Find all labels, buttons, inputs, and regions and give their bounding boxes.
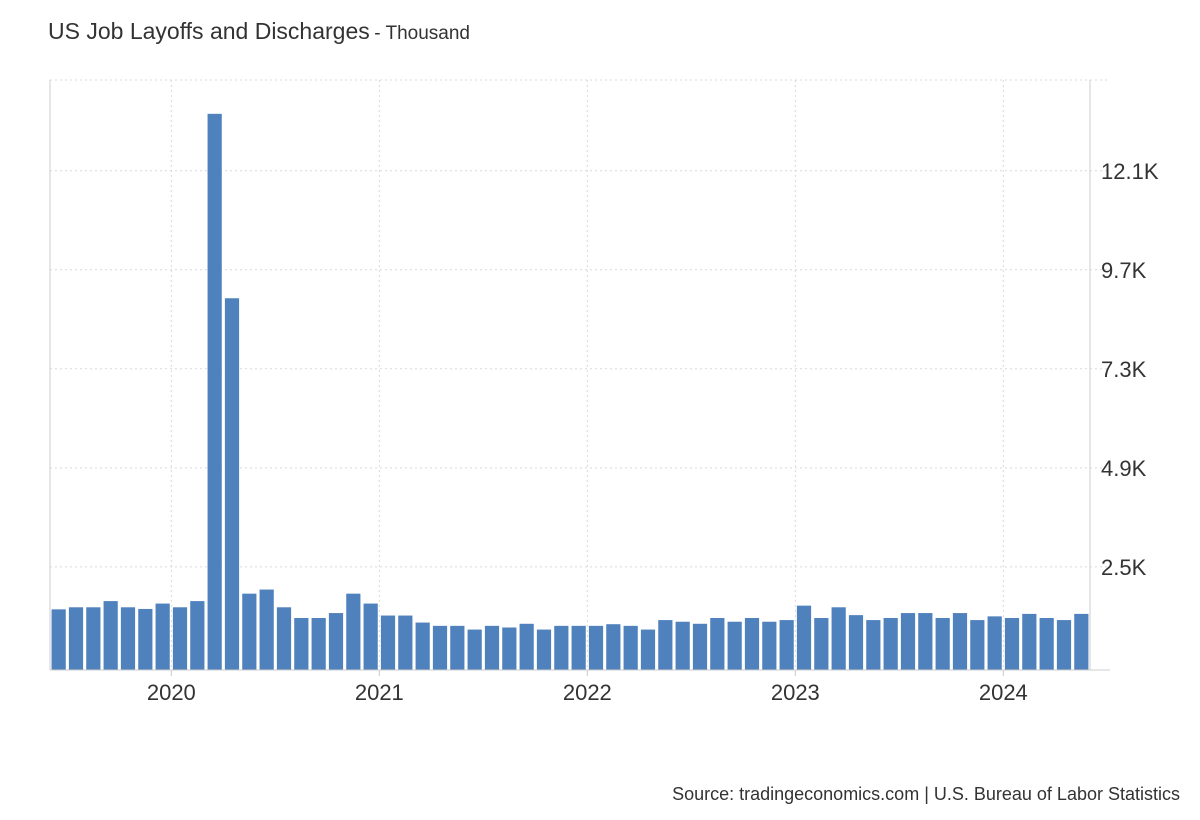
bar-2023-04 — [848, 615, 864, 670]
bar-2023-05 — [866, 620, 881, 670]
bar-2021-01 — [380, 615, 396, 670]
bar-2021-02 — [398, 615, 413, 670]
bar-2022-12 — [779, 620, 794, 670]
bar-2022-06 — [675, 621, 690, 670]
bar-2020-08 — [294, 618, 309, 670]
bar-2021-05 — [450, 625, 465, 670]
bar-2020-04 — [224, 298, 240, 670]
x-tick-label: 2021 — [355, 680, 404, 705]
x-tick-label: 2022 — [563, 680, 612, 705]
bar-2024-04 — [1056, 620, 1072, 670]
bar-2022-08 — [710, 618, 725, 670]
bar-2021-08 — [502, 627, 517, 670]
y-tick-label: 12.1K — [1101, 159, 1159, 184]
bar-2020-12 — [363, 603, 378, 670]
bar-2023-12 — [987, 616, 1002, 670]
bar-2021-10 — [536, 629, 552, 670]
chart-title: US Job Layoffs and Discharges - Thousand — [48, 18, 470, 45]
bar-2019-09 — [103, 601, 118, 670]
bar-2019-06 — [51, 609, 66, 670]
bar-2023-06 — [883, 618, 898, 670]
chart-unit-text: - Thousand — [374, 23, 470, 44]
bar-2023-10 — [952, 613, 968, 670]
bar-2021-09 — [519, 623, 534, 670]
y-tick-label: 4.9K — [1101, 456, 1147, 481]
bar-2020-07 — [276, 607, 292, 670]
bar-2020-02 — [190, 601, 205, 670]
bar-2023-07 — [900, 613, 916, 670]
bar-2023-11 — [970, 620, 985, 670]
bar-2022-01 — [588, 625, 604, 670]
bar-2022-11 — [762, 621, 777, 670]
y-tick-label: 2.5K — [1101, 555, 1147, 580]
bar-2023-02 — [814, 618, 829, 670]
bar-2021-03 — [415, 622, 430, 670]
bar-2021-07 — [484, 625, 500, 670]
x-tick-label: 2023 — [771, 680, 820, 705]
x-tick-label: 2024 — [979, 680, 1028, 705]
bar-2019-07 — [68, 607, 84, 670]
bar-2019-12 — [155, 603, 170, 670]
bar-2020-01 — [172, 607, 188, 670]
bar-2020-05 — [242, 593, 257, 670]
bar-2024-03 — [1039, 618, 1054, 670]
x-tick-label: 2020 — [147, 680, 196, 705]
bar-layer — [51, 113, 1089, 670]
bar-2022-02 — [606, 624, 621, 670]
chart-title-text: US Job Layoffs and Discharges — [48, 18, 370, 44]
bar-2024-05 — [1074, 613, 1089, 670]
source-note: Source: tradingeconomics.com | U.S. Bure… — [672, 784, 1180, 804]
bar-2020-09 — [311, 618, 326, 670]
y-tick-label: 9.7K — [1101, 258, 1147, 283]
bar-2023-01 — [796, 605, 812, 670]
bar-2023-08 — [918, 613, 933, 670]
chart-area: 2.5K 4.9K 7.3K 9.7K 12.1K 2020 2021 2022 2023 202… — [49, 79, 1159, 705]
bar-2022-04 — [640, 629, 656, 670]
bar-2020-10 — [328, 613, 344, 670]
bar-2021-11 — [554, 625, 569, 670]
bar-2020-06 — [259, 589, 274, 670]
bar-2023-03 — [831, 607, 846, 670]
bar-2020-11 — [346, 593, 361, 670]
bar-2021-12 — [571, 625, 586, 670]
bar-2020-03 — [207, 113, 222, 670]
bar-2023-09 — [935, 618, 950, 670]
y-tick-label: 7.3K — [1101, 357, 1147, 382]
bar-2021-04 — [432, 625, 448, 670]
axis-layer: 2.5K 4.9K 7.3K 9.7K 12.1K 2020 2021 2022 2023 202… — [49, 80, 1159, 705]
bar-2024-01 — [1004, 618, 1020, 670]
bar-2022-03 — [623, 625, 638, 670]
bar-2019-11 — [138, 608, 153, 670]
bar-2022-10 — [744, 618, 760, 670]
bar-2019-08 — [86, 607, 101, 670]
bar-2019-10 — [120, 607, 136, 670]
bar-2022-05 — [658, 620, 673, 670]
bar-2022-09 — [727, 621, 742, 670]
bar-2022-07 — [692, 623, 708, 670]
bar-2021-06 — [467, 629, 482, 670]
bar-2024-02 — [1022, 613, 1037, 670]
